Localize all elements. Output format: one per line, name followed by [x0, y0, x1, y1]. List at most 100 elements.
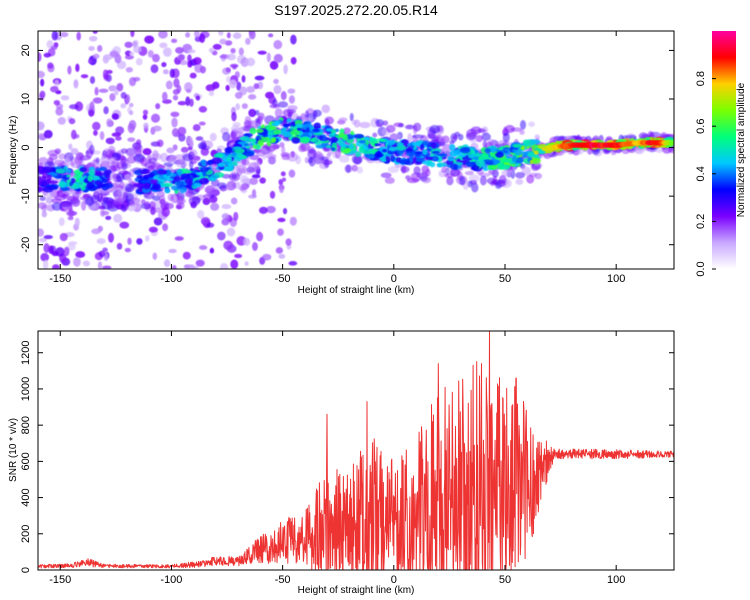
spectrogram-blob [282, 123, 290, 127]
spectrogram-blob [127, 137, 136, 142]
spectrogram-blob [245, 37, 251, 45]
spectrogram-blob [489, 146, 497, 153]
spectrogram-blob [217, 231, 226, 241]
spectrogram-blob [217, 182, 227, 189]
spectrogram-blob [466, 161, 475, 168]
spectrogram-blob [195, 259, 205, 267]
spectrogram-blob [195, 136, 204, 141]
spectrogram-blob [120, 148, 128, 154]
spectrogram-blob [192, 182, 202, 188]
snr-frame [37, 330, 675, 571]
spectrogram-blob [446, 176, 454, 186]
snr-x-ticks: -150 -100 -50 0 50 100 [49, 331, 625, 586]
spectrogram-blob [117, 194, 123, 205]
spectrogram-blob [469, 180, 478, 185]
spectrogram-blob [119, 221, 130, 229]
spectrogram-blob [273, 129, 282, 135]
spectrogram-blob [362, 144, 369, 150]
spectrogram-blob [350, 130, 355, 136]
spectrogram-blob [228, 79, 237, 89]
spectrogram-blob [246, 57, 256, 67]
spectrogram-blob [201, 162, 207, 167]
colorbar-tick-label: 0.0 [695, 261, 707, 276]
spectrogram-blob [241, 75, 246, 83]
spectrogram-blob [175, 180, 185, 188]
spectrogram-blob [42, 186, 54, 193]
spectrogram-blob [382, 120, 389, 126]
spectrogram-blob [43, 191, 53, 199]
spectrogram-blob [253, 83, 260, 90]
spectrogram-blob [140, 157, 148, 167]
spectrogram-frame [37, 30, 675, 270]
spectrogram-blob [222, 213, 230, 220]
spectrogram-blob [288, 95, 295, 104]
spectrogram-blob [132, 183, 144, 188]
spectrogram-blob [504, 124, 515, 134]
spectrogram-blob [124, 41, 133, 48]
spectrogram-blob [199, 33, 206, 44]
spectrogram-blob [247, 120, 258, 130]
spectrogram-blob [189, 167, 194, 172]
spectrogram-blob [218, 31, 224, 36]
spectrogram-blob [76, 31, 81, 41]
spectrogram-blob [66, 243, 76, 251]
spectrogram-blob [298, 144, 306, 153]
spectrogram-blob [475, 159, 486, 167]
spectrogram-blob [220, 262, 229, 269]
spectrogram-blob [145, 235, 150, 242]
spectrogram-blob [441, 165, 447, 174]
spectrogram-blob [120, 91, 127, 99]
spectrogram-blob [152, 252, 158, 260]
spectrogram-blob [68, 208, 74, 218]
spectrogram-blob [452, 135, 458, 140]
spectrogram-blob [314, 141, 320, 146]
spectrogram-blob [93, 130, 98, 136]
spectrogram-blob [53, 100, 61, 106]
spectrogram-blob [326, 152, 331, 158]
spectrogram-blob [168, 248, 177, 254]
spectrogram-blob [66, 174, 71, 178]
colorbar-tick-label: 0.6 [695, 119, 707, 134]
spectrogram-blob [515, 171, 525, 179]
spectrogram-blob [43, 52, 51, 58]
spectrogram-blob [230, 47, 236, 54]
spectrogram-blob [370, 137, 378, 143]
spectrogram-blob [429, 125, 441, 134]
spectrogram-blob [60, 95, 70, 101]
spectrogram-blob [94, 167, 106, 171]
spectrogram-blob [430, 142, 437, 149]
spectrogram-blob [251, 174, 261, 179]
spectrogram-blob [257, 112, 265, 121]
spectrogram-blob [230, 197, 238, 205]
x-tick-label: 0 [391, 273, 397, 285]
snr-y-label: SNR (10 * v/v) [8, 418, 19, 482]
colorbar: 0.0 0.2 0.4 0.6 0.8 Normalized spectral ampl… [695, 31, 747, 277]
spectrogram-blob [252, 242, 258, 251]
spectrogram-blob [116, 172, 125, 183]
spectrogram-blob [106, 199, 118, 209]
spectrogram-blob [87, 59, 93, 64]
spectrogram-blob [55, 107, 64, 116]
spectrogram-blob [388, 146, 398, 152]
spectrogram-blob [97, 261, 103, 269]
spectrogram-blob [171, 117, 178, 128]
spectrogram-blob [116, 82, 124, 92]
spectrogram-blob [495, 179, 506, 188]
spectrogram-blob [101, 210, 110, 216]
spectrogram-blob [273, 78, 279, 85]
spectrogram-blob [242, 178, 251, 184]
spectrogram-blob [227, 161, 233, 167]
spectrogram-blob [384, 177, 395, 184]
spectrogram-blob [243, 151, 255, 157]
spectrogram-blob [41, 210, 47, 218]
spectrogram-blob [92, 121, 101, 131]
spectrogram-blob [89, 144, 95, 155]
spectrogram-blob [115, 136, 122, 141]
spectrogram-blob [279, 188, 284, 194]
spectrogram-blob [169, 68, 175, 79]
spectrogram-blob [353, 133, 365, 139]
spectrogram-blob [396, 142, 404, 147]
spectrogram-blob [142, 109, 149, 116]
spectrogram-blob [266, 52, 271, 63]
spectrogram-blob [312, 128, 320, 133]
